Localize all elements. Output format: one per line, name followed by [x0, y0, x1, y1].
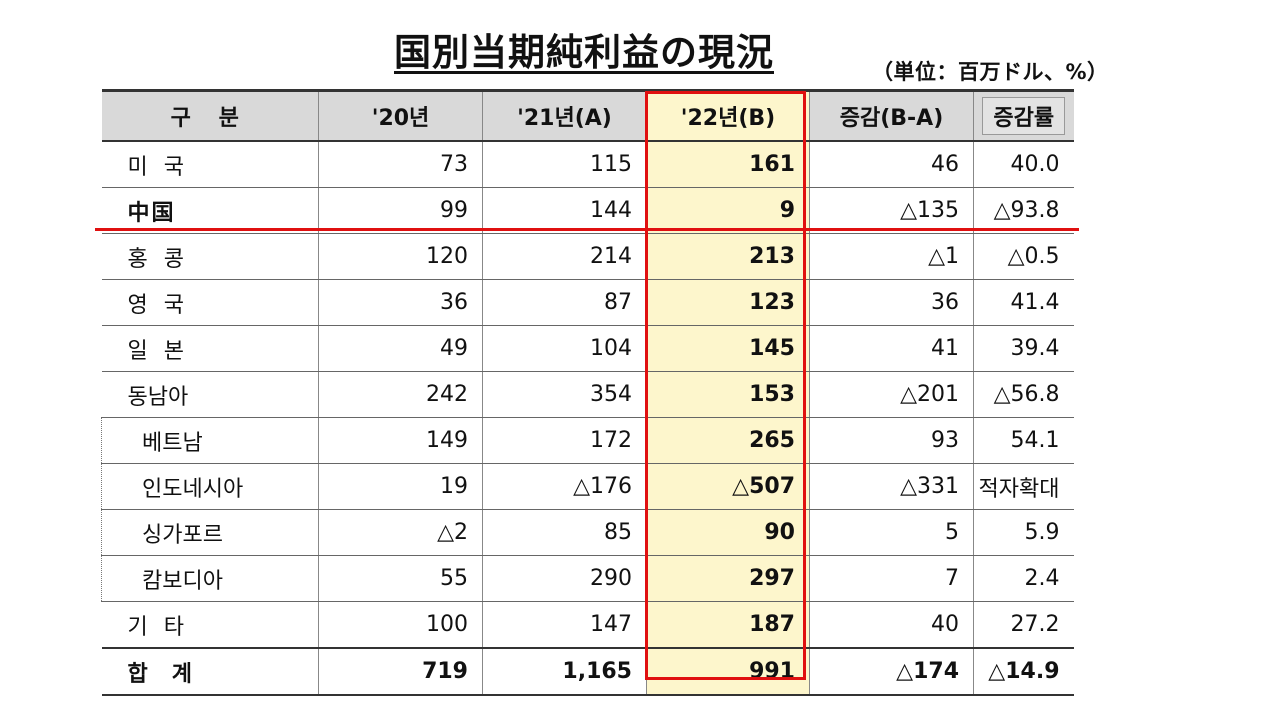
table-header-row: 구 분 '20년 '21년(A) '22년(B) 증감(B-A) 증감률 [101, 89, 1074, 142]
cell-2022: 213 [646, 233, 810, 280]
cell-2021: 147 [482, 601, 647, 649]
row-label: 동남아 [101, 371, 319, 418]
cell-2020: 100 [318, 601, 483, 649]
cell-change: 41 [809, 325, 974, 372]
cell-change: △331 [809, 463, 974, 510]
cell-2020: 19 [318, 463, 483, 510]
cell-change: 93 [809, 417, 974, 464]
table-total-row: 합계 719 1,165 991 △174 △14.9 [101, 647, 1074, 696]
cell-2022: 123 [646, 279, 810, 326]
row-label: 미국 [101, 141, 319, 188]
header-2021: '21년(A) [482, 89, 647, 142]
cell-2020: 242 [318, 371, 483, 418]
cell-rate: 5.9 [973, 509, 1074, 556]
table-row: 인도네시아 19 △176 △507 △331 적자확대 [101, 463, 1074, 510]
cell-2022: 187 [646, 601, 810, 649]
row-label: 합계 [101, 647, 319, 696]
row-label: 베트남 [101, 417, 319, 464]
cell-rate: △93.8 [973, 187, 1074, 234]
cell-2022: 265 [646, 417, 810, 464]
header-change-rate-label: 증감률 [982, 97, 1066, 135]
cell-2021: 85 [482, 509, 647, 556]
table-row: 일본 49 104 145 41 39.4 [101, 325, 1074, 372]
cell-2021: △176 [482, 463, 647, 510]
cell-2021: 87 [482, 279, 647, 326]
table-row: 영국 36 87 123 36 41.4 [101, 279, 1074, 326]
cell-2021: 144 [482, 187, 647, 234]
cell-2020: 120 [318, 233, 483, 280]
cell-2022: 145 [646, 325, 810, 372]
table-row: 기타 100 147 187 40 27.2 [101, 601, 1074, 649]
table-row: 캄보디아 55 290 297 7 2.4 [101, 555, 1074, 602]
cell-2020: 73 [318, 141, 483, 188]
table-row: 싱가포르 △2 85 90 5 5.9 [101, 509, 1074, 556]
cell-change: 7 [809, 555, 974, 602]
header-2022: '22년(B) [646, 89, 810, 142]
cell-2021: 104 [482, 325, 647, 372]
table-row: 동남아 242 354 153 △201 △56.8 [101, 371, 1074, 418]
row-label: 기타 [101, 601, 319, 649]
cell-2020: 55 [318, 555, 483, 602]
cell-2021: 290 [482, 555, 647, 602]
cell-2020: 49 [318, 325, 483, 372]
row-label: 홍콩 [101, 233, 319, 280]
row-label: 인도네시아 [101, 463, 319, 510]
cell-rate: 40.0 [973, 141, 1074, 188]
row-label: 싱가포르 [101, 509, 319, 556]
table-row: 베트남 149 172 265 93 54.1 [101, 417, 1074, 464]
cell-2022: 991 [646, 647, 810, 696]
cell-2022: 90 [646, 509, 810, 556]
cell-2021: 354 [482, 371, 647, 418]
cell-rate: △0.5 [973, 233, 1074, 280]
unit-note: （単位：百万ドル、%） [872, 60, 1109, 84]
cell-2020: 719 [318, 647, 483, 696]
cell-rate: △56.8 [973, 371, 1074, 418]
cell-2021: 1,165 [482, 647, 647, 696]
cell-2020: 36 [318, 279, 483, 326]
cell-rate: △14.9 [973, 647, 1074, 696]
header-2020: '20년 [318, 89, 483, 142]
cell-2020: 149 [318, 417, 483, 464]
cell-2022: 161 [646, 141, 810, 188]
cell-rate: 41.4 [973, 279, 1074, 326]
page-title: 国別当期純利益の現況 [0, 22, 1168, 76]
header-change-rate: 증감률 [973, 89, 1074, 142]
cell-rate: 27.2 [973, 601, 1074, 649]
cell-change: 40 [809, 601, 974, 649]
title-text: 国別当期純利益の現況 [394, 31, 774, 74]
row-label: 영국 [101, 279, 319, 326]
cell-change: △1 [809, 233, 974, 280]
cell-change: △174 [809, 647, 974, 696]
cell-2022: 153 [646, 371, 810, 418]
cell-2021: 115 [482, 141, 647, 188]
cell-rate: 54.1 [973, 417, 1074, 464]
cell-2022: 297 [646, 555, 810, 602]
cell-2020: △2 [318, 509, 483, 556]
cell-change: 36 [809, 279, 974, 326]
cell-rate: 2.4 [973, 555, 1074, 602]
cell-change: △135 [809, 187, 974, 234]
row-label: 캄보디아 [101, 555, 319, 602]
header-change: 증감(B-A) [809, 89, 974, 142]
row-label: 일본 [101, 325, 319, 372]
table-row: 홍콩 120 214 213 △1 △0.5 [101, 233, 1074, 280]
cell-rate: 적자확대 [973, 463, 1074, 510]
cell-2021: 172 [482, 417, 647, 464]
cell-change: 5 [809, 509, 974, 556]
cell-change: △201 [809, 371, 974, 418]
table-row: 미국 73 115 161 46 40.0 [101, 141, 1074, 188]
table-row: 中国 99 144 9 △135 △93.8 [101, 187, 1074, 234]
cell-2022: 9 [646, 187, 810, 234]
profit-table: 구 분 '20년 '21년(A) '22년(B) 증감(B-A) 증감률 미국 … [101, 89, 1074, 696]
row-label: 中国 [101, 187, 319, 234]
cell-2021: 214 [482, 233, 647, 280]
header-category: 구 분 [101, 89, 319, 142]
cell-rate: 39.4 [973, 325, 1074, 372]
cell-2020: 99 [318, 187, 483, 234]
cell-2022: △507 [646, 463, 810, 510]
cell-change: 46 [809, 141, 974, 188]
